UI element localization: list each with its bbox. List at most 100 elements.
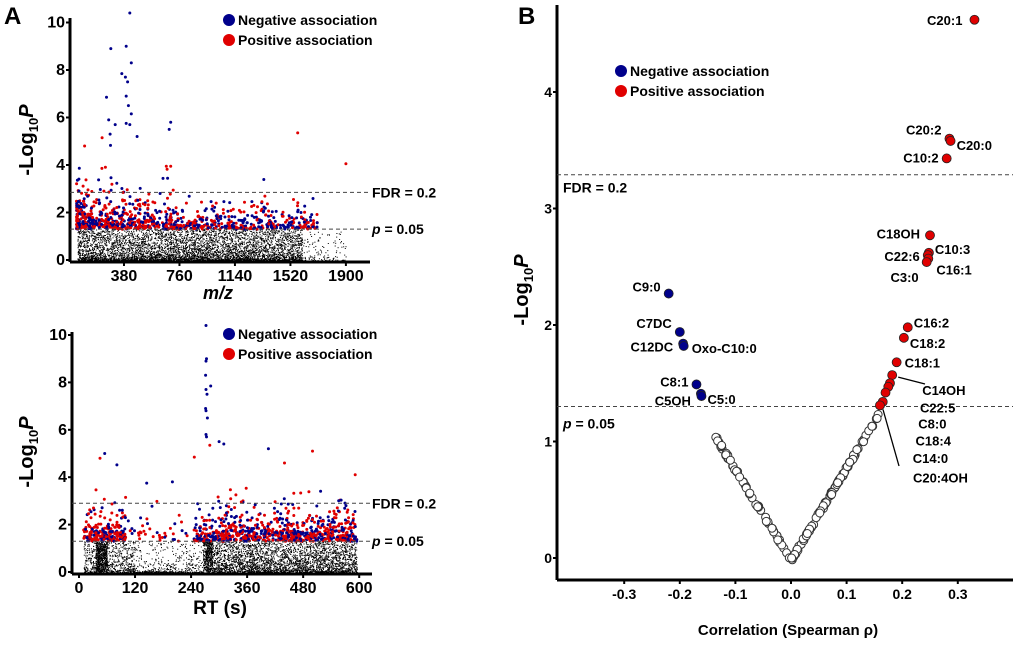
point-nonsignificant: [204, 254, 205, 256]
point-nonsignificant: [249, 233, 251, 235]
point-nonsignificant: [175, 252, 177, 254]
point-nonsignificant: [112, 259, 114, 261]
point-nonsignificant: [208, 232, 209, 234]
point-nonsignificant: [109, 258, 111, 260]
point-nonsignificant: [118, 256, 120, 258]
point-nonsignificant: [219, 253, 221, 255]
point-nonsignificant: [100, 246, 102, 248]
point-nonsignificant: [136, 256, 138, 258]
point-nonsignificant: [123, 256, 125, 258]
point-nonsignificant: [268, 251, 270, 253]
point-nonsignificant: [91, 234, 93, 236]
point-nonsignificant: [200, 251, 202, 253]
point-nonsignificant: [274, 259, 276, 261]
point-nonsignificant: [170, 247, 172, 249]
point-nonsignificant: [125, 241, 126, 243]
point-nonsignificant: [147, 240, 149, 242]
point-nonsignificant: [208, 259, 210, 261]
point-nonsignificant: [108, 249, 109, 251]
point-nonsignificant: [228, 249, 230, 251]
point-nonsignificant: [236, 233, 238, 235]
point-nonsignificant: [247, 238, 249, 240]
point-nonsignificant: [98, 253, 100, 255]
point-nonsignificant: [219, 232, 221, 234]
point-nonsignificant: [151, 233, 153, 235]
point-nonsignificant: [92, 230, 94, 232]
point-nonsignificant: [197, 247, 199, 249]
point-nonsignificant: [162, 254, 164, 256]
point-nonsignificant: [140, 246, 142, 248]
point-nonsignificant: [235, 230, 237, 232]
point-nonsignificant: [231, 237, 232, 239]
point-nonsignificant: [225, 245, 227, 247]
point-nonsignificant: [87, 242, 88, 244]
point-nonsignificant: [93, 241, 95, 243]
point-nonsignificant: [296, 240, 298, 242]
point-nonsignificant: [189, 255, 191, 257]
point-nonsignificant: [266, 257, 268, 259]
point-nonsignificant: [283, 259, 284, 261]
point-nonsignificant: [158, 253, 159, 255]
point-nonsignificant: [271, 256, 273, 258]
point-nonsignificant: [201, 244, 203, 246]
point-nonsignificant: [229, 238, 231, 240]
point-nonsignificant: [242, 229, 244, 231]
point-nonsignificant: [275, 251, 277, 253]
point-nonsignificant: [261, 257, 263, 259]
point-nonsignificant: [162, 248, 164, 250]
point-nonsignificant: [128, 259, 130, 261]
point-nonsignificant: [257, 259, 259, 261]
point-nonsignificant: [102, 251, 104, 253]
point-nonsignificant: [230, 259, 232, 261]
point-nonsignificant: [261, 238, 263, 240]
point-nonsignificant: [156, 254, 158, 256]
point-nonsignificant: [157, 246, 159, 248]
point-nonsignificant: [206, 233, 208, 235]
point-nonsignificant: [222, 246, 224, 248]
point-nonsignificant: [210, 245, 212, 247]
point-nonsignificant: [164, 250, 166, 252]
point-nonsignificant: [241, 250, 243, 252]
point-nonsignificant: [199, 249, 201, 251]
point-nonsignificant: [84, 245, 86, 247]
point-nonsignificant: [280, 243, 282, 245]
point-nonsignificant: [156, 254, 157, 256]
point-nonsignificant: [231, 250, 233, 252]
point-nonsignificant: [142, 250, 144, 252]
point-nonsignificant: [131, 255, 133, 256]
point-nonsignificant: [257, 255, 259, 257]
point-nonsignificant: [212, 244, 214, 246]
point-nonsignificant: [156, 259, 158, 261]
point-nonsignificant: [244, 255, 246, 257]
point-nonsignificant: [140, 247, 141, 249]
point-nonsignificant: [105, 240, 107, 242]
point-nonsignificant: [206, 252, 208, 254]
point-nonsignificant: [300, 230, 302, 232]
point-nonsignificant: [85, 258, 87, 260]
point-nonsignificant: [186, 259, 188, 261]
point-nonsignificant: [246, 254, 248, 256]
point-nonsignificant: [151, 248, 153, 250]
point-nonsignificant: [181, 256, 183, 258]
point-nonsignificant: [214, 254, 216, 256]
point-nonsignificant: [135, 238, 137, 240]
point-nonsignificant: [184, 254, 186, 256]
point-nonsignificant: [288, 249, 290, 251]
point-nonsignificant: [271, 232, 273, 234]
point-nonsignificant: [191, 239, 193, 241]
point-nonsignificant: [215, 234, 217, 236]
point-nonsignificant: [251, 247, 253, 249]
point-nonsignificant: [180, 232, 182, 234]
point-nonsignificant: [265, 258, 267, 260]
point-nonsignificant: [262, 239, 264, 241]
point-nonsignificant: [199, 231, 200, 233]
point-nonsignificant: [298, 229, 299, 231]
panel-label: A: [4, 3, 21, 30]
point-nonsignificant: [116, 239, 118, 241]
point-nonsignificant: [203, 249, 205, 251]
point-nonsignificant: [201, 255, 203, 257]
point-nonsignificant: [79, 255, 80, 257]
point-nonsignificant: [250, 253, 252, 255]
point-nonsignificant: [200, 245, 202, 247]
point-nonsignificant: [106, 240, 107, 242]
